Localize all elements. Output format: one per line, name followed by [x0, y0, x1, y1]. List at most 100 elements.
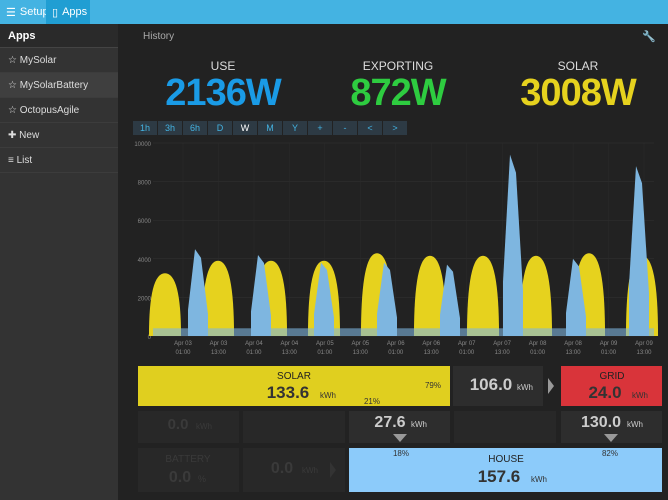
solar-box-label: SOLAR: [277, 371, 311, 382]
range-button-3[interactable]: D: [208, 121, 233, 135]
star-icon: ☆: [8, 105, 17, 116]
range-button-6[interactable]: Y: [283, 121, 308, 135]
battery-energy-unit: kWh: [196, 422, 212, 431]
x-tick-label: 01:00: [459, 350, 475, 354]
x-tick-label: Apr 06: [387, 341, 405, 347]
stat-exporting-label: EXPORTING: [362, 59, 434, 73]
sidebar-title: Apps: [0, 24, 118, 48]
y-tick-label: 4000: [138, 258, 152, 264]
range-button-10[interactable]: >: [383, 121, 408, 135]
energy-flow-diagram: SOLAR 133.6 kWh 79% 21% 106.0 kWh GRID 2…: [138, 366, 662, 492]
sidebar-item-label: OctopusAgile: [19, 105, 80, 116]
stat-use-label: USE: [210, 59, 236, 73]
x-tick-label: 01:00: [317, 350, 333, 354]
menu-icon: ☰: [6, 6, 16, 19]
main-panel: History 🔧 USE 2136W EXPORTING 872W SOLAR…: [118, 24, 668, 500]
solar-to-house-unit: kWh: [411, 420, 427, 429]
x-tick-label: 13:00: [495, 350, 511, 354]
stat-solar-label: SOLAR: [557, 59, 599, 73]
x-tick-label: Apr 07: [458, 341, 476, 347]
range-button-5[interactable]: M: [258, 121, 283, 135]
x-tick-label: Apr 03: [210, 341, 228, 347]
solar-to-house-value: 27.6: [374, 414, 405, 431]
sidebar-item-list[interactable]: ≡ List: [0, 148, 118, 173]
range-button-7[interactable]: +: [308, 121, 333, 135]
stat-use-value: 2136W: [165, 72, 281, 114]
solar-series-area: [148, 273, 182, 336]
battery-flow-value: 0.0: [271, 460, 293, 477]
sidebar-item-mysolarbattery[interactable]: ☆ MySolarBattery: [0, 73, 118, 98]
house-box-label: HOUSE: [488, 454, 524, 465]
grid-box-label: GRID: [600, 371, 625, 382]
sidebar-item-label: MySolar: [19, 55, 57, 66]
x-tick-label: 13:00: [282, 350, 298, 354]
power-history-chart: 0 2000 4000 6000 8000 10000 Apr 03 01:00 Apr 03 1…: [134, 142, 659, 354]
stat-solar: SOLAR 3008W: [513, 59, 643, 115]
y-tick-label: 10000: [134, 142, 151, 148]
tab-apps[interactable]: ▯ Apps: [46, 0, 90, 24]
x-tick-label: Apr 04: [245, 341, 263, 347]
house-pct-grid: 82%: [602, 449, 618, 458]
stat-solar-value: 3008W: [520, 72, 636, 114]
x-tick-label: Apr 06: [422, 341, 440, 347]
x-tick-label: Apr 05: [316, 341, 334, 347]
x-tick-label: 01:00: [601, 350, 617, 354]
sidebar-item-new[interactable]: ✚ New: [0, 123, 118, 148]
x-tick-label: Apr 08: [529, 341, 547, 347]
solar-pct-export: 79%: [425, 381, 441, 390]
stat-use: USE 2136W: [163, 59, 283, 115]
tab-setup[interactable]: ☰ Setup: [0, 0, 49, 24]
range-button-1[interactable]: 3h: [158, 121, 183, 135]
solar-pct-house: 21%: [364, 397, 380, 406]
range-button-0[interactable]: 1h: [133, 121, 158, 135]
use-series-area: [188, 249, 208, 336]
grid-to-house-value: 130.0: [581, 414, 621, 431]
page-title: History: [143, 31, 175, 42]
x-tick-label: 13:00: [636, 350, 652, 354]
sidebar-item-octopusagile[interactable]: ☆ OctopusAgile: [0, 98, 118, 123]
grid-box-unit: kWh: [632, 391, 648, 400]
battery-flow-box: [243, 448, 345, 492]
wrench-icon[interactable]: 🔧: [642, 31, 656, 43]
export-box: [453, 366, 543, 406]
sidebar-item-mysolar[interactable]: ☆ MySolar: [0, 48, 118, 73]
grid-box: [561, 366, 662, 406]
house-box: [349, 448, 662, 492]
use-baseline-area: [153, 328, 654, 336]
x-tick-label: 13:00: [211, 350, 227, 354]
solar-series-area: [519, 255, 553, 336]
time-range-buttons: 1h 3h 6h D W M Y + - < >: [133, 121, 408, 135]
y-tick-label: 0: [148, 335, 152, 341]
range-button-8[interactable]: -: [333, 121, 358, 135]
battery-box: [138, 448, 239, 492]
use-series-area: [629, 166, 649, 336]
star-icon: ☆: [8, 80, 17, 91]
stat-exporting: EXPORTING 872W: [323, 59, 473, 115]
battery-flow-unit: kWh: [302, 466, 318, 475]
house-box-unit: kWh: [531, 475, 547, 484]
use-series-area: [503, 154, 523, 336]
use-series-area: [566, 258, 586, 336]
star-icon: ☆: [8, 55, 17, 66]
y-tick-label: 2000: [138, 296, 152, 302]
use-series-area: [251, 254, 271, 336]
range-button-4[interactable]: W: [233, 121, 258, 135]
sidebar: Apps ☆ MySolar ☆ MySolarBattery ☆ Octopu…: [0, 24, 118, 500]
use-series-area: [377, 262, 397, 336]
x-tick-label: 13:00: [424, 350, 440, 354]
battery-box-value: 0.0: [169, 469, 191, 486]
grid-to-house-unit: kWh: [627, 420, 643, 429]
y-tick-label: 8000: [138, 181, 152, 187]
use-series-area: [314, 262, 334, 336]
plus-icon: ✚: [8, 130, 17, 141]
solar-box-unit: kWh: [320, 391, 336, 400]
sidebar-item-label: List: [16, 155, 33, 166]
house-pct-solar: 18%: [393, 449, 409, 458]
arrow-right-icon: [548, 378, 554, 394]
battery-energy-value: 0.0: [168, 416, 189, 433]
range-button-9[interactable]: <: [358, 121, 383, 135]
arrow-down-icon: [393, 434, 407, 442]
range-button-2[interactable]: 6h: [183, 121, 208, 135]
tab-setup-label: Setup: [19, 6, 49, 18]
x-tick-label: 01:00: [175, 350, 191, 354]
